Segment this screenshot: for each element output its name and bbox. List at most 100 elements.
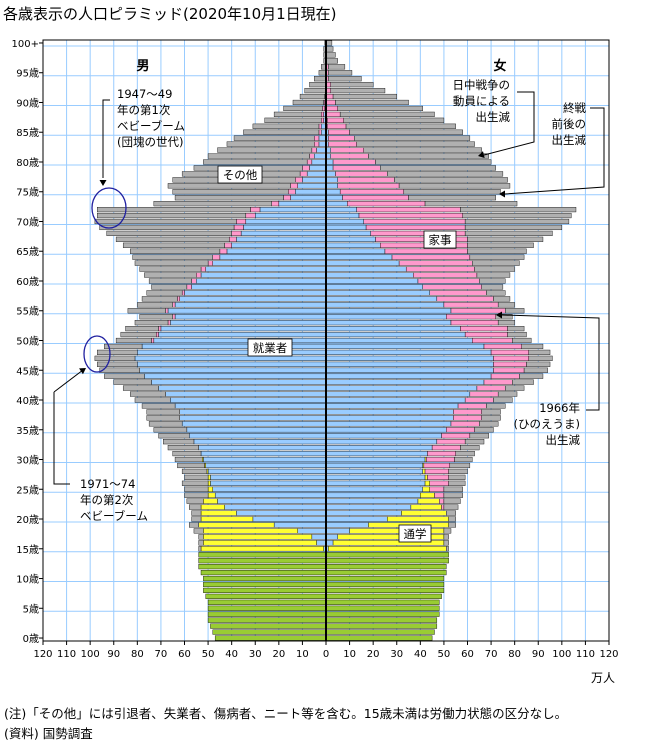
male-bar-other-age-56 — [137, 302, 173, 308]
female-bar-other-age-93 — [330, 82, 374, 88]
female-bar-employed-age-63 — [325, 260, 400, 266]
male-bar-other-age-50 — [115, 337, 152, 344]
female-bar-employed-age-35 — [325, 427, 447, 433]
x-tick-label: 30 — [390, 649, 403, 660]
female-bar-employed-age-48 — [325, 349, 492, 355]
female-bar-other-age-47 — [528, 355, 553, 361]
male-bar-student-age-27 — [207, 474, 211, 480]
female-bar-employed-age-67 — [325, 236, 376, 242]
male-bar-housework-age-66 — [224, 242, 232, 248]
female-bar-other-age-29 — [449, 462, 471, 469]
label-student-box — [398, 524, 432, 543]
annotation-end-of-war-leader — [504, 107, 605, 195]
male-bar-child-age-7 — [205, 593, 327, 599]
annotation-end-of-war: 終戦前後の出生減 — [552, 101, 587, 147]
male-bar-other-age-54 — [139, 314, 173, 320]
male-bar-employed-age-18 — [297, 528, 327, 534]
female-bar-other-age-34 — [469, 433, 489, 439]
male-bar-employed-age-36 — [181, 421, 327, 427]
female-bar-housework-age-30 — [426, 456, 455, 463]
female-bar-other-age-60 — [479, 278, 506, 284]
annotation-baby-boom-1: 1947〜49 年の第1次ベビーブーム (団塊の世代) — [117, 87, 185, 149]
female-bar-housework-age-48 — [490, 349, 530, 355]
male-bar-student-age-15 — [200, 546, 324, 552]
label-housework-text: 家事 — [429, 233, 452, 247]
female-bar-other-age-42 — [505, 385, 525, 391]
female-bar-housework-age-39 — [457, 403, 487, 409]
female-bar-housework-age-50 — [472, 337, 513, 344]
annotation-baby-boom-2: 1971〜74 年の第2次ベビーブーム — [80, 477, 148, 523]
female-bar-child-age-8 — [325, 587, 445, 593]
female-bar-child-age-13 — [325, 558, 449, 564]
male-bar-student-age-24 — [207, 492, 216, 498]
female-bar-housework-age-37 — [453, 415, 482, 421]
female-bar-other-age-40 — [493, 397, 513, 403]
female-bar-other-age-86 — [345, 123, 456, 129]
female-bar-housework-age-28 — [424, 468, 449, 474]
male-bar-housework-age-53 — [167, 320, 171, 326]
male-bar-employed-age-22 — [224, 504, 327, 510]
female-bar-student-age-27 — [424, 474, 428, 480]
female-bar-employed-age-59 — [325, 284, 423, 290]
male-bar-other-age-95 — [318, 70, 327, 76]
male-bar-other-age-88 — [273, 111, 322, 117]
male-bar-other-age-82 — [217, 147, 313, 153]
y-tick-label: 45歳 — [16, 365, 39, 377]
female-bar-employed-age-73 — [325, 201, 348, 207]
annotation-baby-boom-1-circle — [91, 187, 127, 229]
x-tick-label: 10 — [296, 649, 309, 660]
male-bar-other-age-94 — [314, 76, 327, 82]
annotation-baby-boom-2-line: 1971〜74 — [80, 477, 135, 491]
female-bar-other-age-49 — [521, 343, 544, 350]
female-bar-housework-age-46 — [493, 361, 527, 367]
male-bar-employed-age-80 — [311, 159, 327, 165]
female-bar-housework-age-69 — [365, 224, 466, 231]
male-bar-other-age-33 — [163, 439, 195, 445]
female-bar-other-age-20 — [448, 516, 456, 522]
male-bar-employed-age-77 — [302, 177, 327, 183]
female-bar-other-age-76 — [398, 183, 511, 189]
annotation-end-of-war-line: 終戦 — [563, 101, 586, 115]
female-bar-employed-age-75 — [325, 189, 341, 195]
female-bar-housework-age-22 — [441, 504, 445, 510]
x-tick-label: 110 — [576, 649, 595, 660]
x-tick-label: 60 — [178, 649, 191, 660]
male-bar-housework-age-63 — [207, 260, 213, 266]
female-bar-other-age-80 — [375, 159, 492, 165]
male-bar-employed-age-73 — [278, 201, 327, 207]
y-tick-label: 85歳 — [16, 127, 39, 139]
female-bar-student-age-20 — [387, 516, 449, 522]
male-bar-child-age-0 — [214, 635, 327, 641]
female-bar-other-age-64 — [469, 254, 525, 260]
female-bar-other-age-98 — [325, 52, 336, 58]
female-bar-other-age-46 — [526, 361, 551, 367]
female-bar-housework-age-51 — [464, 331, 508, 338]
female-bar-housework-age-72 — [356, 207, 461, 213]
female-bar-housework-age-25 — [429, 486, 445, 492]
male-bar-employed-age-83 — [318, 141, 327, 147]
x-tick-label: 80 — [131, 649, 144, 660]
x-tick-label: 50 — [202, 649, 215, 660]
male-bar-employed-age-78 — [306, 171, 327, 177]
annotation-war-mobilization-arrow — [478, 151, 485, 158]
female-bar-other-age-48 — [528, 349, 551, 355]
male-bar-other-age-36 — [148, 421, 183, 427]
y-tick-label: 25歳 — [16, 484, 39, 496]
label-other: その他 — [217, 165, 263, 184]
female-bar-child-age-5 — [325, 605, 440, 611]
source-note: (資料) 国勢調査 — [4, 726, 93, 741]
male-bar-housework-age-88 — [321, 111, 324, 117]
female-bar-employed-age-24 — [325, 492, 421, 498]
male-bar-other-age-23 — [186, 498, 204, 504]
male-bar-housework-age-54 — [172, 314, 176, 320]
male-bar-child-age-11 — [200, 569, 327, 576]
female-bar-other-age-33 — [464, 439, 485, 445]
female-bar-other-age-88 — [339, 111, 435, 117]
male-bar-housework-age-89 — [322, 105, 326, 112]
male-bar-housework-age-79 — [302, 165, 310, 171]
female-bar-other-age-39 — [486, 403, 506, 409]
female-bar-other-age-75 — [403, 189, 501, 195]
female-bar-other-age-94 — [328, 76, 362, 82]
female-bar-employed-age-50 — [325, 337, 473, 344]
